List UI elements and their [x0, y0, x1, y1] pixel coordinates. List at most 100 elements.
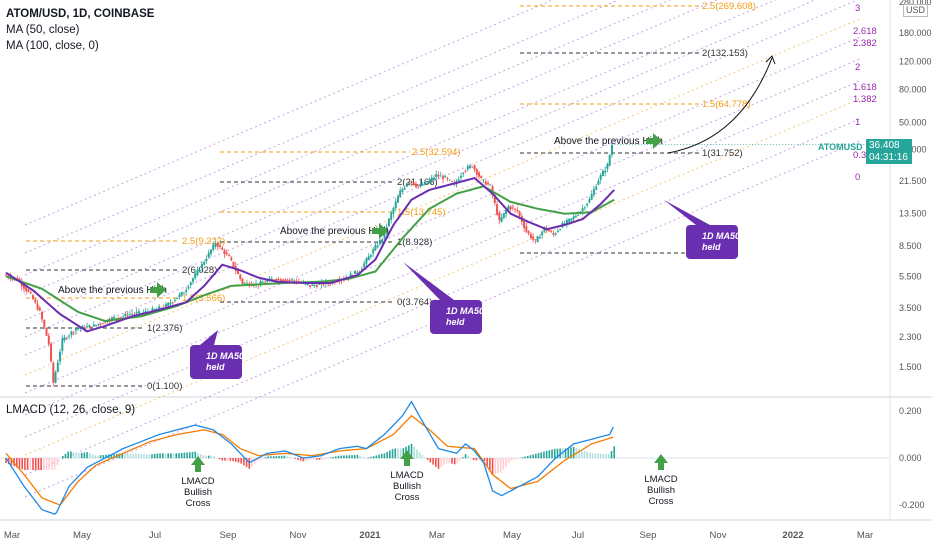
histogram-bar: [407, 445, 410, 459]
candle-body: [527, 231, 530, 234]
candle-body: [119, 316, 122, 318]
histogram-bar: [210, 455, 213, 459]
histogram-bar: [516, 458, 518, 460]
candle-body: [534, 239, 537, 241]
candle-body: [597, 180, 600, 185]
candle-body: [322, 284, 325, 285]
candle-body: [232, 261, 235, 268]
histogram-bar: [362, 456, 364, 459]
histogram-bar: [237, 458, 240, 463]
histogram-bar: [88, 453, 91, 459]
projection-curve: [667, 57, 773, 154]
candle-body: [23, 284, 26, 289]
candle-body: [405, 184, 408, 187]
histogram-bar: [489, 458, 491, 471]
candle-body: [570, 218, 573, 221]
candle-body: [599, 175, 602, 180]
candle-body: [448, 179, 451, 181]
histogram-bar: [440, 458, 443, 468]
ma50-legend[interactable]: MA (50, close): [6, 24, 80, 36]
candle-body: [86, 326, 89, 328]
histogram-bar: [337, 455, 340, 459]
candle-body: [590, 194, 593, 200]
y-tick-label: 50.000: [899, 117, 927, 127]
channel-line: [24, 0, 859, 356]
fib-level-label: 1.5(64.778): [702, 99, 751, 110]
candle-body: [473, 165, 476, 170]
lmacd-y-tick-label: -0.200: [899, 500, 925, 510]
grid: [0, 0, 932, 521]
candle-body: [246, 282, 249, 284]
histogram-bar: [386, 451, 388, 459]
histogram-bar: [359, 455, 361, 459]
histogram-bar: [429, 458, 432, 463]
histogram-bar: [464, 454, 467, 459]
histogram-bar: [586, 451, 588, 459]
candle-body: [205, 258, 208, 262]
lmacd-cross-label: LMACD: [644, 474, 677, 485]
candle-body: [115, 318, 118, 319]
candle-body: [464, 170, 467, 172]
histogram-bar: [172, 453, 175, 459]
candle-body: [131, 314, 134, 315]
candle-body: [72, 332, 75, 334]
candle-body: [261, 282, 264, 284]
histogram-bar: [280, 455, 283, 459]
candle-body: [356, 272, 359, 274]
histogram-bar: [262, 458, 264, 459]
histogram-bar: [194, 451, 197, 459]
histogram-bar: [421, 454, 424, 459]
histogram-bar: [102, 455, 105, 459]
histogram-bar: [267, 456, 270, 459]
candle-body: [241, 278, 244, 284]
candle-body: [462, 172, 465, 175]
histogram-bar: [413, 446, 415, 459]
histogram-bar: [451, 458, 453, 464]
histogram-bar: [583, 450, 586, 459]
histogram-bar: [53, 458, 56, 470]
candle-body: [228, 255, 231, 257]
candle-body: [478, 172, 481, 177]
histogram-bar: [99, 455, 102, 459]
ma100-legend[interactable]: MA (100, close, 0): [6, 40, 99, 52]
candle-body: [291, 279, 294, 281]
lmacd-legend[interactable]: LMACD (12, 26, close, 9): [6, 404, 136, 416]
candle-body: [502, 213, 505, 219]
candle-body: [547, 229, 550, 232]
lmacd-cross-label: Bullish: [393, 481, 421, 492]
candle-body: [198, 269, 201, 272]
x-tick-label: Mar: [4, 530, 20, 541]
candle-body: [601, 170, 604, 177]
moving-averages: [5, 176, 615, 333]
channel-line: [24, 0, 620, 254]
green-up-arrow-icon: [191, 456, 205, 472]
green-arrow-icon: [150, 282, 166, 298]
candle-body: [90, 326, 93, 329]
lmacd-line: [5, 400, 614, 515]
histogram-bar: [29, 458, 32, 471]
candle-body: [243, 282, 246, 284]
candle-body: [493, 195, 496, 204]
currency-selector[interactable]: USD: [903, 4, 929, 17]
callout-pointer: [664, 200, 710, 225]
candle-body: [266, 280, 269, 282]
candle-body: [212, 244, 215, 251]
histogram-bar: [234, 458, 237, 462]
histogram-bar: [51, 458, 53, 470]
histogram-bar: [443, 458, 445, 466]
candle-body: [414, 183, 417, 187]
candle-body: [176, 297, 179, 299]
symbol-title[interactable]: ATOM/USD, 1D, COINBASE: [6, 8, 155, 20]
histogram-bar: [399, 448, 402, 459]
histogram-bar: [183, 452, 186, 459]
candle-body: [315, 285, 318, 287]
candle-body: [586, 203, 589, 206]
ma50-held-text: held: [446, 317, 465, 327]
histogram-bar: [397, 448, 399, 459]
histogram-bar: [289, 457, 291, 459]
lmacd-cross-label: Bullish: [184, 487, 212, 498]
histogram-bar: [316, 458, 318, 460]
candle-body: [173, 299, 176, 301]
histogram-bar: [608, 454, 610, 459]
